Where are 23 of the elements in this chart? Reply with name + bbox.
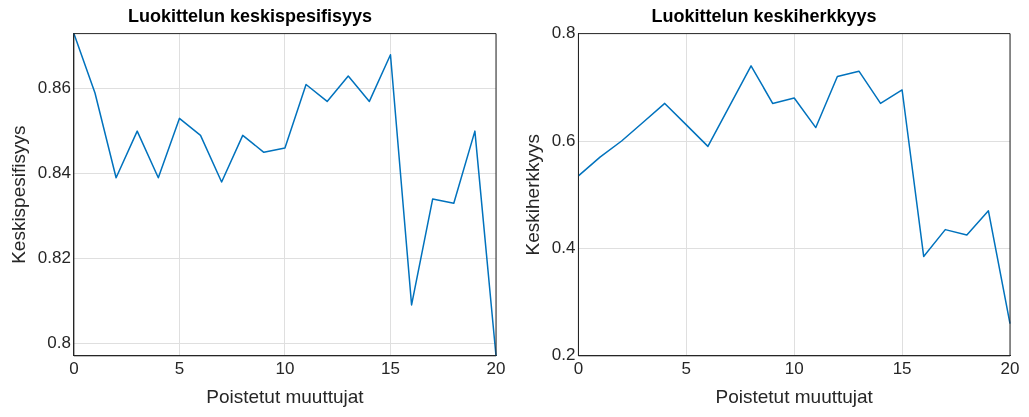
y-tick-label: 0.8 [47, 332, 71, 352]
y-tick-label: 0.86 [37, 78, 71, 98]
x-tick-label: 10 [784, 358, 804, 378]
y-axis-title: Keskiherkkyys [521, 133, 543, 256]
x-tick-label: 5 [681, 358, 692, 378]
y-tick-label: 0.6 [551, 130, 576, 150]
y-tick-label: 0.4 [551, 238, 576, 258]
x-tick-label: 20 [1000, 358, 1020, 378]
y-axis-title: Keskispesifisyys [7, 125, 29, 264]
y-tick-label: 0.82 [37, 247, 71, 267]
x-tick-label: 15 [381, 358, 400, 378]
x-tick-label: 15 [892, 358, 912, 378]
x-tick-label: 0 [69, 358, 79, 378]
x-tick-label: 5 [174, 358, 185, 378]
y-tick-label: 0.2 [551, 345, 576, 365]
x-tick-label: 20 [486, 358, 506, 378]
chart-title: Luokittelun keskispesifisyys [127, 5, 373, 26]
y-tick-label: 0.8 [551, 23, 576, 43]
x-axis-title: Poistetut muuttujat [206, 385, 365, 407]
x-tick-label: 10 [275, 358, 295, 378]
x-axis-title: Poistetut muuttujat [715, 385, 874, 407]
chart-title: Luokittelun keskiherkkyys [651, 5, 877, 26]
y-tick-label: 0.84 [37, 163, 71, 183]
